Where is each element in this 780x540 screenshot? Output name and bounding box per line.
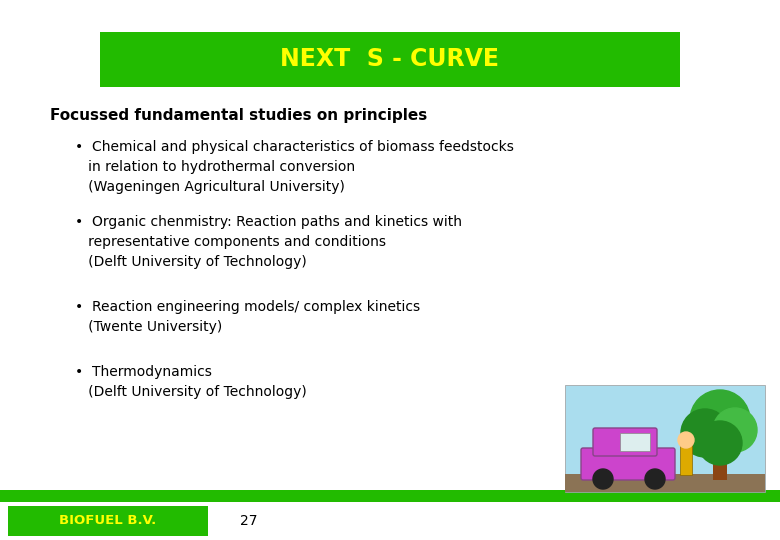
Circle shape [593,469,613,489]
Text: •  Thermodynamics
   (Delft University of Technology): • Thermodynamics (Delft University of Te… [75,365,307,399]
Circle shape [645,469,665,489]
FancyBboxPatch shape [593,428,657,456]
Text: NEXT  S - CURVE: NEXT S - CURVE [281,48,499,71]
Circle shape [678,432,694,448]
FancyBboxPatch shape [565,474,765,492]
Circle shape [713,408,757,452]
Text: Focussed fundamental studies on principles: Focussed fundamental studies on principl… [50,108,427,123]
FancyBboxPatch shape [620,433,650,451]
Text: 27: 27 [240,514,257,528]
Circle shape [690,390,750,450]
Circle shape [698,421,742,465]
Text: •  Reaction engineering models/ complex kinetics
   (Twente University): • Reaction engineering models/ complex k… [75,300,420,334]
FancyBboxPatch shape [100,32,680,87]
Text: •  Chemical and physical characteristics of biomass feedstocks
   in relation to: • Chemical and physical characteristics … [75,140,514,194]
FancyBboxPatch shape [565,385,765,492]
FancyBboxPatch shape [8,506,208,536]
Text: BIOFUEL B.V.: BIOFUEL B.V. [59,515,157,528]
FancyBboxPatch shape [581,448,675,480]
FancyBboxPatch shape [713,440,727,480]
Text: •  Organic chenmistry: Reaction paths and kinetics with
   representative compon: • Organic chenmistry: Reaction paths and… [75,215,462,269]
FancyBboxPatch shape [680,445,692,475]
Circle shape [681,409,729,457]
FancyBboxPatch shape [0,490,780,502]
